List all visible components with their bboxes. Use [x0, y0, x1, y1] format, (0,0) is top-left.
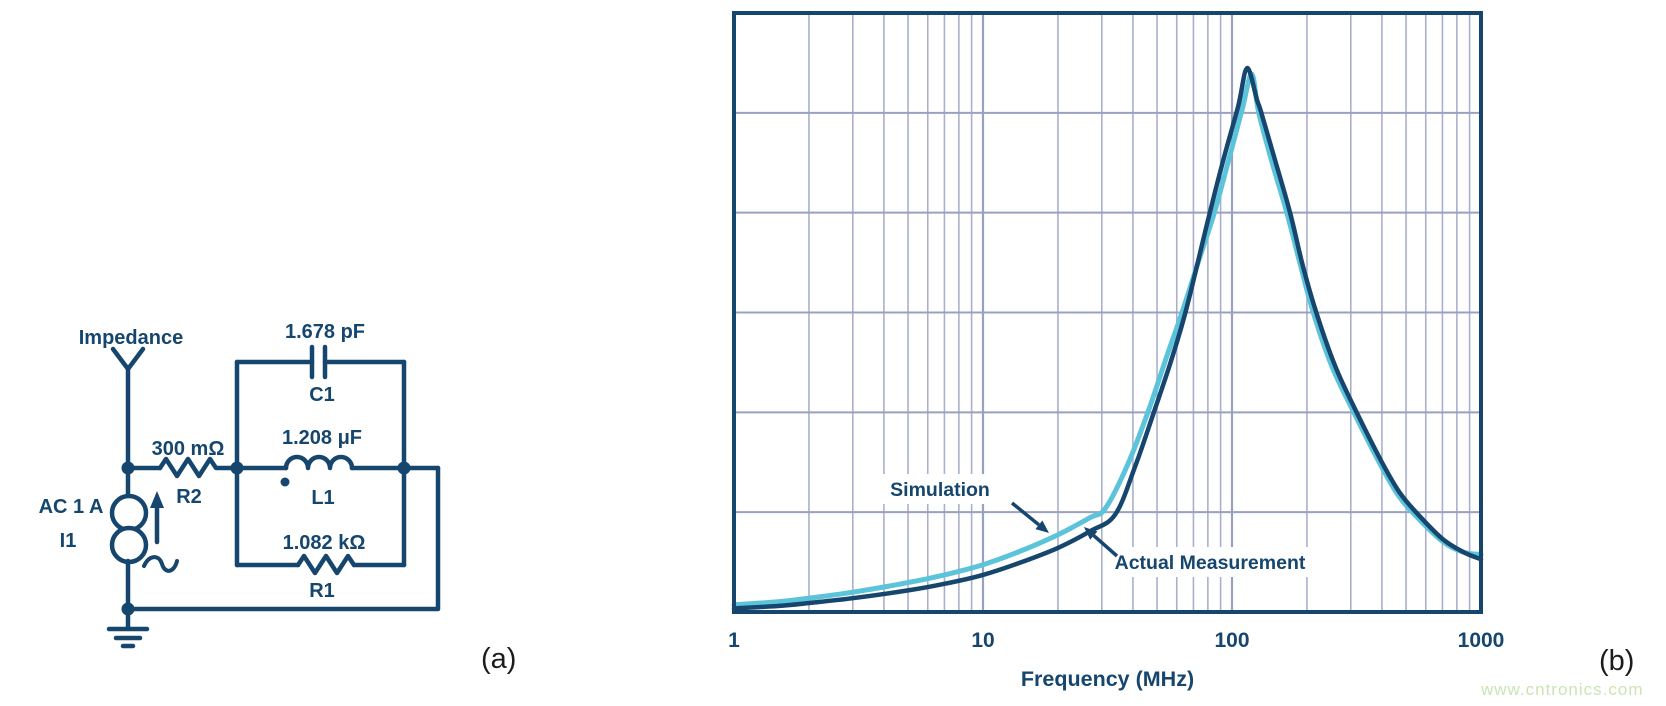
panel-label-b: (b): [1599, 645, 1635, 677]
watermark: www.cntronics.com: [1481, 680, 1644, 699]
r1-name-label: R1: [309, 580, 335, 602]
x-tick-label-1: 1: [728, 629, 740, 652]
plot-frame: [732, 11, 1483, 614]
node-dot: [121, 602, 135, 616]
x-tick-label-100: 100: [1214, 629, 1249, 652]
current-arrow-head-icon: [150, 491, 164, 508]
annotation-arrowhead-icon: [1035, 520, 1049, 533]
impedance-chart: Simulation Actual Measurement 1 10 100 1000 Fr…: [728, 11, 1505, 691]
ground-icon: [106, 606, 150, 649]
r2-name-label: R2: [176, 486, 202, 508]
circuit-diagram: Impedance 300 mΩ R2 1.678 pF C1 1.208 μF…: [39, 321, 441, 649]
x-axis-title: Frequency (MHz): [1021, 667, 1194, 691]
curve-simulation: [731, 65, 1484, 611]
annotation-box-actual-measurement: [1110, 547, 1310, 577]
c1-value-label: 1.678 pF: [285, 321, 365, 343]
node-dot: [121, 461, 135, 475]
inductor-polarity-dot: [280, 477, 290, 487]
x-tick-label-10: 10: [971, 629, 994, 652]
impedance-label: Impedance: [79, 327, 183, 349]
ac-sine-icon: [142, 555, 179, 573]
wire-return: [125, 465, 441, 612]
source-value-label: AC 1 A: [39, 496, 104, 518]
current-source-i1-circle-top: [109, 493, 149, 533]
impedance-probe-icon: [110, 346, 146, 372]
annotation-arrow-actual-measurement: [1092, 534, 1119, 558]
annotation-label-simulation: Simulation: [890, 479, 990, 501]
current-source-i1-circle-bottom: [109, 525, 149, 565]
resistor-r2: [157, 456, 240, 479]
node-dot: [230, 461, 244, 475]
annotation-box-simulation: [873, 474, 1007, 504]
annotation-arrow-simulation: [1010, 501, 1041, 527]
source-name-label: I1: [60, 530, 77, 552]
l1-name-label: L1: [311, 487, 334, 509]
r1-value-label: 1.082 kΩ: [283, 532, 366, 554]
l1-value-label: 1.208 μF: [282, 427, 362, 449]
node-dot: [397, 461, 411, 475]
annotation-arrowhead-icon: [1084, 527, 1098, 540]
r2-value-label: 300 mΩ: [152, 438, 225, 460]
resistor-r1: [295, 553, 357, 576]
x-tick-label-1000: 1000: [1458, 629, 1505, 652]
panel-label-a: (a): [481, 643, 517, 675]
inductor-l1: [283, 454, 355, 471]
annotation-label-actual-measurement: Actual Measurement: [1115, 552, 1306, 574]
c1-name-label: C1: [309, 384, 335, 406]
curve-actual-measurement: [731, 71, 1484, 608]
